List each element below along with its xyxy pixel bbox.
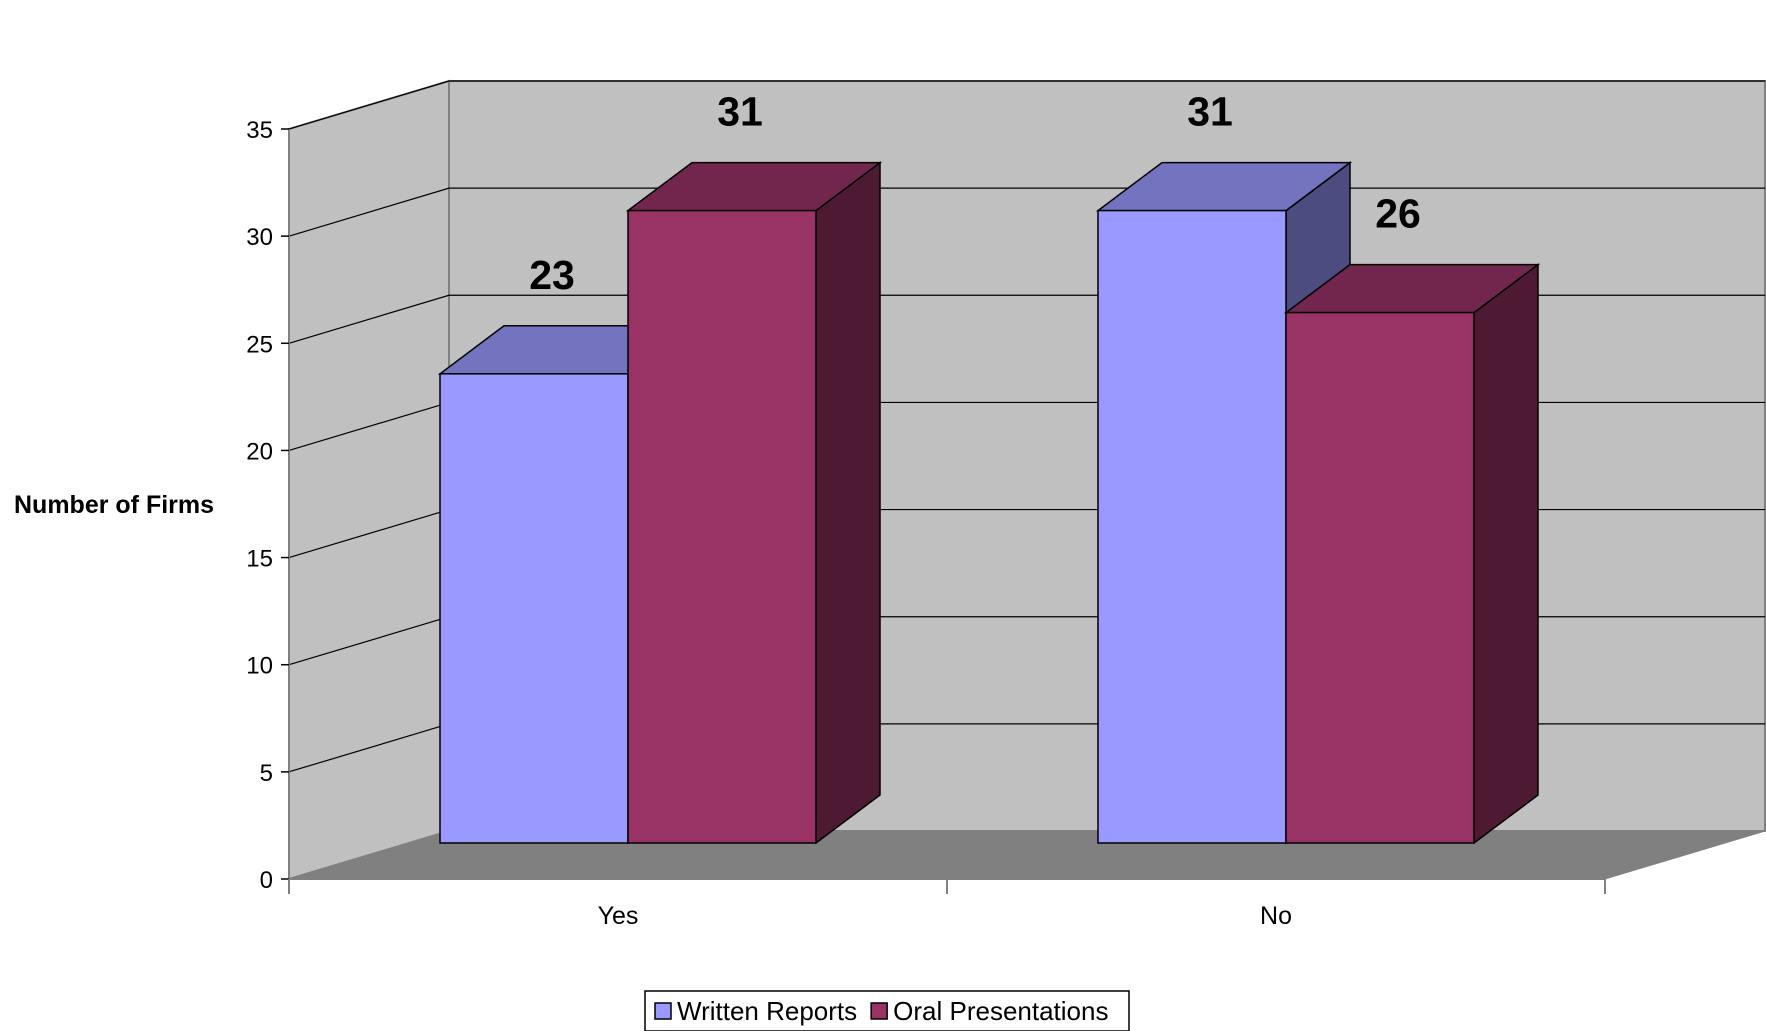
data-labels: 23 31 31 26	[529, 89, 1421, 298]
legend: Written Reports Oral Presentations	[644, 990, 1130, 1031]
y-axis-label: Number of Firms	[14, 491, 214, 519]
legend-entry: Oral Presentations	[893, 996, 1108, 1026]
side-wall	[288, 79, 450, 881]
data-label: 26	[1375, 191, 1421, 237]
bar-oral-presentations-yes	[625, 161, 883, 845]
data-label: 31	[1187, 89, 1233, 135]
y-tick-label: 30	[246, 224, 273, 251]
legend-entry: Written Reports	[677, 996, 857, 1026]
x-tick-label: Yes	[598, 902, 639, 930]
data-label: 23	[529, 252, 575, 298]
y-tick-label: 20	[246, 438, 273, 465]
data-label: 31	[717, 89, 763, 135]
y-tick-label: 0	[260, 867, 273, 894]
legend-swatch	[870, 1002, 888, 1020]
gridline	[288, 80, 1765, 130]
bar-front	[1285, 311, 1475, 844]
bar-side	[815, 161, 881, 845]
y-tick-label: 10	[246, 653, 273, 680]
bars	[437, 161, 1541, 845]
bar-front	[1097, 209, 1287, 844]
y-tick-label: 25	[246, 331, 273, 358]
bar-oral-presentations-no	[1283, 263, 1541, 845]
legend-swatch	[654, 1002, 672, 1020]
y-tick-label: 35	[246, 117, 273, 144]
y-tick-label: 15	[246, 546, 273, 573]
bar-side	[1473, 263, 1539, 845]
x-tick-label: No	[1260, 902, 1292, 930]
bar-front	[439, 373, 629, 844]
y-tick-label: 5	[260, 760, 273, 787]
bar-front	[627, 209, 817, 844]
axes: 0 5 10 15 20 25 30 35 Yes No	[246, 117, 1606, 930]
